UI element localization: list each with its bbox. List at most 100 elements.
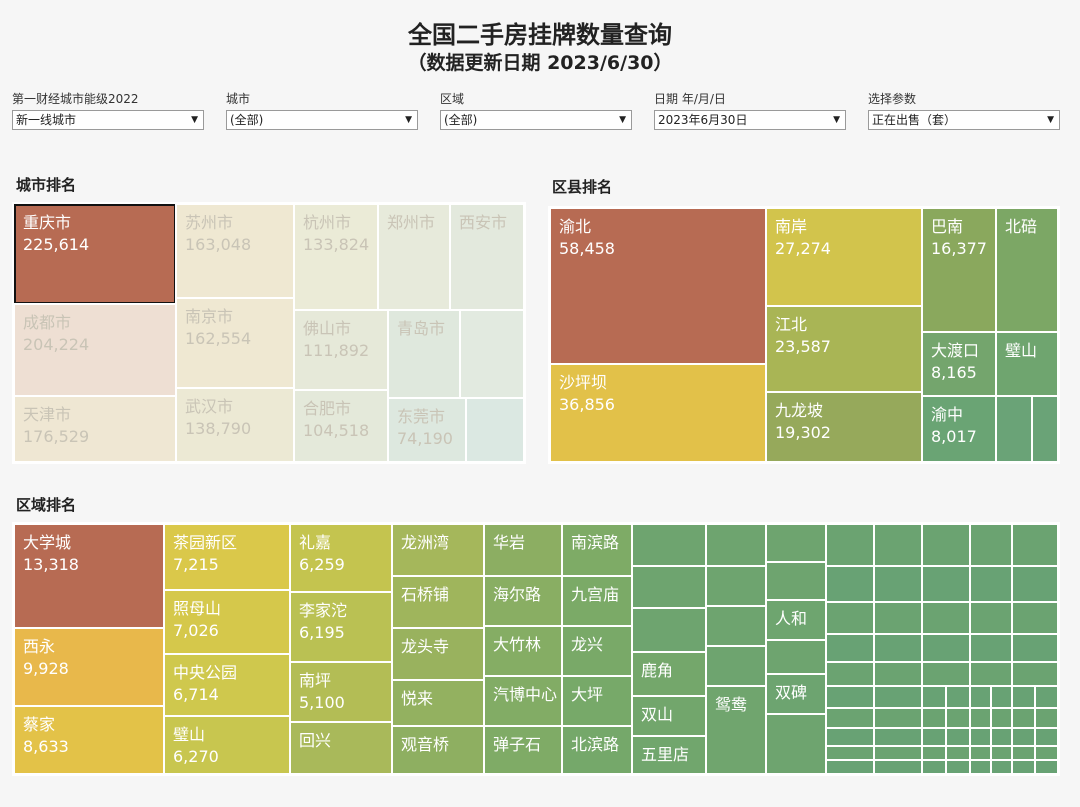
treemap-tile[interactable]	[1011, 661, 1059, 687]
treemap-tile[interactable]	[1011, 745, 1036, 761]
treemap-tile[interactable]	[945, 745, 971, 761]
treemap-tile[interactable]	[945, 759, 971, 775]
treemap-tile[interactable]	[945, 707, 971, 729]
treemap-tile[interactable]: 五里店	[631, 735, 707, 775]
treemap-tile[interactable]	[765, 523, 827, 563]
treemap-tile[interactable]: 回兴	[289, 721, 393, 775]
treemap-tile[interactable]	[765, 713, 827, 775]
city-tier-dropdown[interactable]: 新一线城市 ▼	[12, 110, 204, 130]
treemap-tile[interactable]	[765, 561, 827, 601]
treemap-tile[interactable]: 鹿角	[631, 651, 707, 697]
treemap-tile[interactable]: 礼嘉 6,259	[289, 523, 393, 593]
treemap-tile[interactable]	[990, 685, 1013, 709]
treemap-tile[interactable]	[459, 309, 525, 399]
treemap-tile[interactable]: 巴南 16,377	[921, 207, 997, 333]
treemap-tile[interactable]	[1011, 565, 1059, 603]
treemap-tile[interactable]	[969, 601, 1013, 635]
treemap-tile[interactable]	[705, 565, 767, 607]
treemap-tile[interactable]: 南坪 5,100	[289, 661, 393, 723]
treemap-tile[interactable]: 华岩	[483, 523, 563, 577]
treemap-tile[interactable]: 汽博中心	[483, 675, 563, 727]
treemap-tile[interactable]: 北滨路	[561, 725, 633, 775]
treemap-tile[interactable]: 苏州市 163,048	[175, 203, 295, 299]
treemap-tile[interactable]	[825, 661, 875, 687]
treemap-tile[interactable]	[1011, 601, 1059, 635]
treemap-tile[interactable]	[969, 745, 992, 761]
treemap-tile[interactable]: 渝北 58,458	[549, 207, 767, 365]
treemap-tile[interactable]	[969, 727, 992, 747]
treemap-tile[interactable]	[1034, 685, 1059, 709]
treemap-tile[interactable]	[969, 759, 992, 775]
treemap-tile[interactable]: 弹子石	[483, 725, 563, 775]
treemap-tile[interactable]: 佛山市 111,892	[293, 309, 389, 391]
treemap-tile[interactable]	[990, 727, 1013, 747]
treemap-tile[interactable]: 双碑	[765, 673, 827, 715]
treemap-tile[interactable]	[825, 707, 875, 729]
treemap-tile[interactable]	[1011, 633, 1059, 663]
treemap-tile[interactable]	[705, 645, 767, 687]
treemap-tile[interactable]	[873, 759, 923, 775]
treemap-tile[interactable]: 九龙坡 19,302	[765, 391, 923, 463]
treemap-tile[interactable]	[990, 745, 1013, 761]
treemap-tile[interactable]	[873, 601, 923, 635]
treemap-tile[interactable]: 江北 23,587	[765, 305, 923, 393]
treemap-tile[interactable]	[921, 727, 947, 747]
parameter-dropdown[interactable]: 正在出售（套） ▼	[868, 110, 1060, 130]
treemap-tile[interactable]	[1034, 727, 1059, 747]
treemap-tile[interactable]	[969, 707, 992, 729]
treemap-tile[interactable]	[873, 633, 923, 663]
treemap-tile[interactable]: 李家沱 6,195	[289, 591, 393, 663]
treemap-tile[interactable]	[921, 661, 971, 687]
treemap-tile[interactable]: 南京市 162,554	[175, 297, 295, 389]
treemap-tile[interactable]	[969, 633, 1013, 663]
treemap-tile[interactable]	[945, 727, 971, 747]
treemap-tile[interactable]	[969, 685, 992, 709]
treemap-tile[interactable]: 西永 9,928	[13, 627, 165, 707]
treemap-tile[interactable]	[825, 523, 875, 567]
treemap-tile[interactable]	[990, 707, 1013, 729]
treemap-tile[interactable]	[873, 565, 923, 603]
treemap-tile[interactable]: 天津市 176,529	[13, 395, 177, 463]
treemap-tile[interactable]	[995, 395, 1033, 463]
area-dropdown[interactable]: (全部) ▼	[440, 110, 632, 130]
treemap-tile[interactable]	[765, 639, 827, 675]
treemap-tile[interactable]	[1011, 759, 1036, 775]
treemap-tile[interactable]	[1011, 523, 1059, 567]
treemap-tile[interactable]: 大竹林	[483, 625, 563, 677]
treemap-tile[interactable]: 观音桥	[391, 725, 485, 775]
treemap-tile[interactable]: 大渡口 8,165	[921, 331, 997, 397]
treemap-tile[interactable]	[921, 685, 947, 709]
treemap-tile[interactable]	[825, 685, 875, 709]
treemap-tile[interactable]	[921, 565, 971, 603]
treemap-tile[interactable]: 龙洲湾	[391, 523, 485, 577]
treemap-tile[interactable]: 大学城 13,318	[13, 523, 165, 629]
treemap-tile[interactable]: 悦来	[391, 679, 485, 727]
treemap-tile[interactable]: 成都市 204,224	[13, 303, 177, 397]
treemap-tile[interactable]	[705, 523, 767, 567]
treemap-tile[interactable]	[873, 745, 923, 761]
treemap-tile[interactable]	[990, 759, 1013, 775]
treemap-tile[interactable]	[873, 523, 923, 567]
treemap-tile[interactable]	[1034, 759, 1059, 775]
treemap-tile[interactable]	[825, 565, 875, 603]
treemap-tile[interactable]	[825, 633, 875, 663]
treemap-tile[interactable]	[921, 759, 947, 775]
treemap-tile[interactable]: 璧山	[995, 331, 1059, 397]
treemap-tile[interactable]	[873, 727, 923, 747]
treemap-tile[interactable]	[921, 601, 971, 635]
treemap-tile[interactable]	[1011, 727, 1036, 747]
treemap-tile[interactable]: 东莞市 74,190	[387, 397, 467, 463]
treemap-tile[interactable]	[969, 565, 1013, 603]
treemap-tile[interactable]: 合肥市 104,518	[293, 389, 389, 463]
city-dropdown[interactable]: (全部) ▼	[226, 110, 418, 130]
treemap-tile[interactable]: 鸳鸯	[705, 685, 767, 775]
treemap-tile[interactable]	[825, 759, 875, 775]
treemap-tile[interactable]: 石桥铺	[391, 575, 485, 629]
treemap-tile[interactable]	[969, 523, 1013, 567]
treemap-tile[interactable]: 大坪	[561, 675, 633, 727]
treemap-tile[interactable]: 南滨路	[561, 523, 633, 577]
treemap-tile[interactable]: 双山	[631, 695, 707, 737]
treemap-tile[interactable]	[825, 727, 875, 747]
treemap-tile[interactable]	[1034, 745, 1059, 761]
treemap-tile[interactable]: 武汉市 138,790	[175, 387, 295, 463]
